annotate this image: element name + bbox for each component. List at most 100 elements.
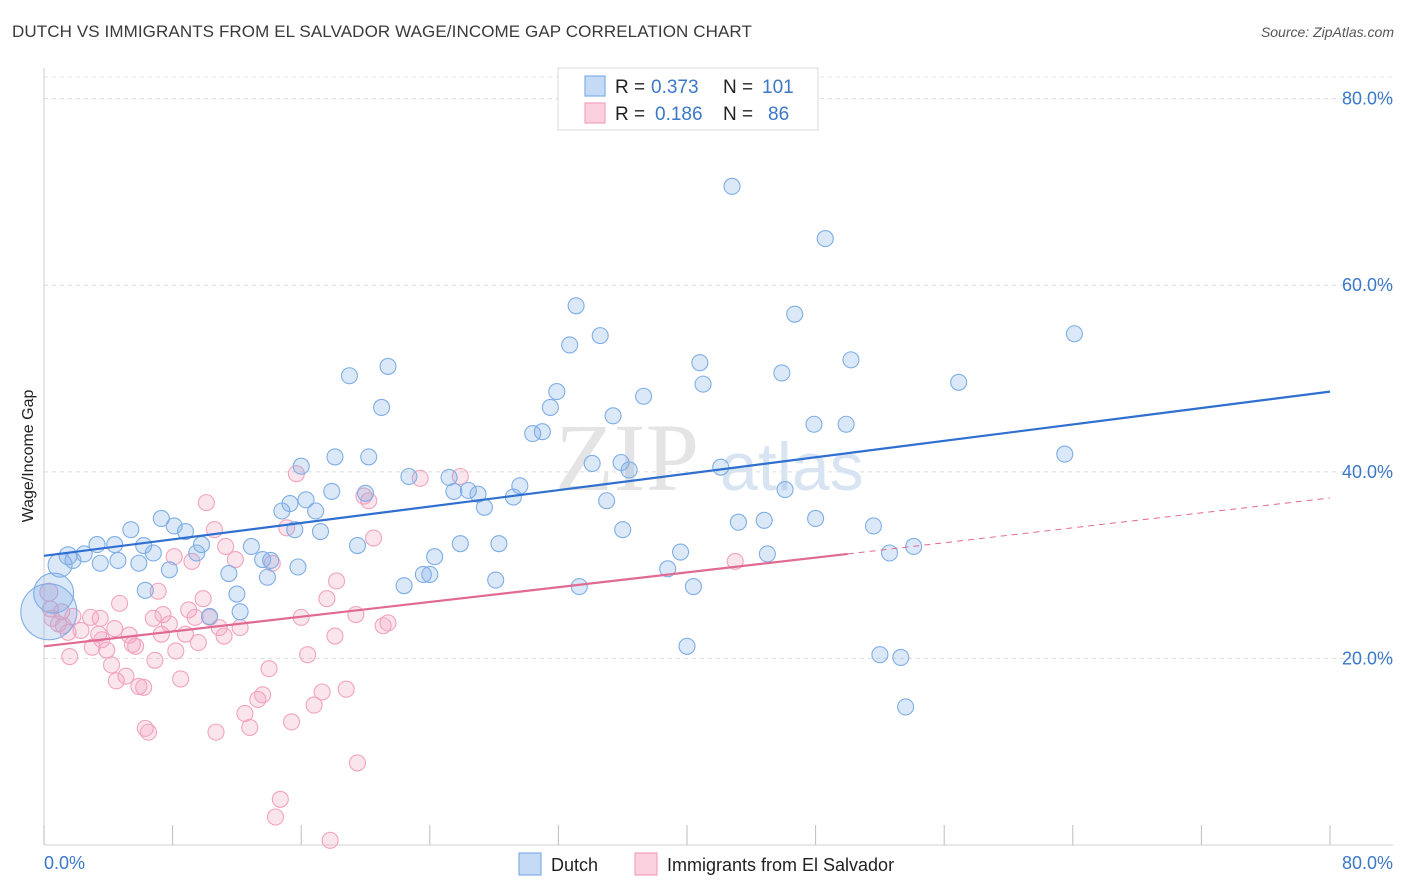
y-tick-label-80: 80.0%	[1342, 89, 1393, 109]
salvador-point	[348, 754, 367, 772]
legend-r-value-1: 0.373	[651, 77, 699, 98]
legend-n-label-2: N =	[723, 104, 753, 125]
axes	[43, 68, 1393, 846]
salvador-point	[107, 672, 125, 690]
dutch-point	[729, 513, 747, 531]
dutch-point	[122, 521, 140, 539]
bottom-legend-swatch-salvador	[634, 852, 658, 876]
legend-r-label-1: R =	[615, 77, 645, 98]
legend-n-value-2: 86	[768, 104, 789, 125]
salvador-point	[305, 696, 323, 714]
dutch-point	[307, 502, 325, 520]
dutch-point	[451, 535, 469, 553]
y-tick-label-60: 60.0%	[1342, 275, 1393, 295]
bottom-legend-label-salvador: Immigrants from El Salvador	[667, 855, 894, 875]
salvador-point	[215, 627, 233, 645]
y-axis-label: Wage/Income Gap	[20, 390, 37, 523]
dutch-point	[837, 415, 855, 433]
dutch-point	[635, 387, 653, 405]
dutch-point	[289, 558, 307, 576]
dutch-point	[395, 577, 413, 595]
dutch-point	[459, 481, 477, 500]
dutch-point	[421, 565, 439, 584]
salvador-point	[154, 606, 172, 624]
source-note: Source: ZipAtlas.com	[1260, 24, 1394, 40]
dutch-point	[583, 454, 601, 472]
dutch-point	[286, 521, 304, 539]
dutch-point	[91, 554, 109, 572]
dutch-point	[323, 482, 341, 500]
salvador-point	[102, 656, 121, 674]
salvador-point	[98, 641, 116, 659]
chart-title: DUTCH VS IMMIGRANTS FROM EL SALVADOR WAG…	[12, 22, 752, 41]
dutch-point	[773, 364, 791, 382]
dutch-point	[176, 522, 195, 541]
dutch-point	[864, 517, 883, 535]
dutch-point	[614, 521, 632, 539]
trend-lines	[43, 390, 1331, 648]
dutch-point	[672, 543, 690, 561]
salvador-point	[355, 487, 373, 505]
dutch-point	[776, 481, 794, 499]
dutch-point	[445, 482, 463, 500]
dutch-point	[144, 544, 162, 562]
salvador-point	[326, 627, 344, 645]
dutch-point	[691, 354, 709, 372]
dutch-point	[620, 461, 638, 479]
salvador-trend-line	[43, 552, 848, 648]
series-immigrants-el-salvador	[39, 465, 744, 849]
x-tick-max: 80.0%	[1342, 853, 1393, 873]
salvador-point	[72, 621, 90, 639]
dutch-point	[231, 603, 249, 621]
dutch-point	[475, 498, 494, 516]
salvador-point	[321, 831, 339, 849]
dutch-point	[201, 607, 219, 625]
dutch-point	[165, 517, 183, 535]
salvador-point	[241, 718, 259, 737]
dutch-point	[598, 492, 616, 510]
dutch-point	[188, 544, 206, 562]
dutch-point	[805, 415, 823, 433]
salvador-point	[144, 609, 162, 627]
dutch-point	[160, 561, 178, 579]
salvador-point	[207, 723, 225, 741]
dutch-point	[340, 367, 358, 385]
dutch-point	[1065, 325, 1083, 343]
legend-swatch-dutch	[584, 75, 606, 97]
salvador-point	[313, 683, 331, 701]
legend-n-value-1: 101	[762, 77, 794, 98]
salvador-point	[249, 690, 267, 709]
salvador-point	[374, 617, 392, 635]
dutch-point	[136, 581, 154, 599]
x-tick-min: 0.0%	[44, 853, 85, 873]
salvador-point	[194, 590, 212, 608]
dutch-point	[950, 373, 968, 391]
bottom-legend: Dutch Immigrants from El Salvador	[518, 852, 894, 876]
salvador-point	[189, 634, 207, 652]
dutch-point	[807, 509, 825, 528]
salvador-point	[117, 667, 135, 685]
dutch-point	[541, 398, 559, 417]
salvador-point	[197, 494, 215, 512]
dutch-point	[842, 351, 860, 369]
dutch-point	[414, 565, 432, 584]
salvador-point	[165, 548, 183, 566]
dutch-point	[152, 509, 170, 528]
dutch-point	[712, 458, 730, 476]
y-tick-labels: 20.0% 40.0% 60.0% 80.0%	[1342, 89, 1393, 669]
salvador-trend-extension	[847, 497, 1331, 555]
salvador-point	[226, 550, 244, 569]
salvador-point	[91, 609, 109, 627]
salvador-point	[111, 594, 129, 612]
salvador-point	[254, 686, 272, 704]
salvador-point	[146, 651, 164, 669]
dutch-point	[591, 327, 609, 345]
dutch-point	[678, 637, 696, 655]
salvador-point	[328, 572, 346, 590]
dutch-point	[360, 448, 378, 466]
salvador-point	[186, 608, 204, 626]
dutch-point	[311, 522, 330, 541]
salvador-point	[127, 637, 145, 655]
dutch-point	[400, 467, 418, 486]
